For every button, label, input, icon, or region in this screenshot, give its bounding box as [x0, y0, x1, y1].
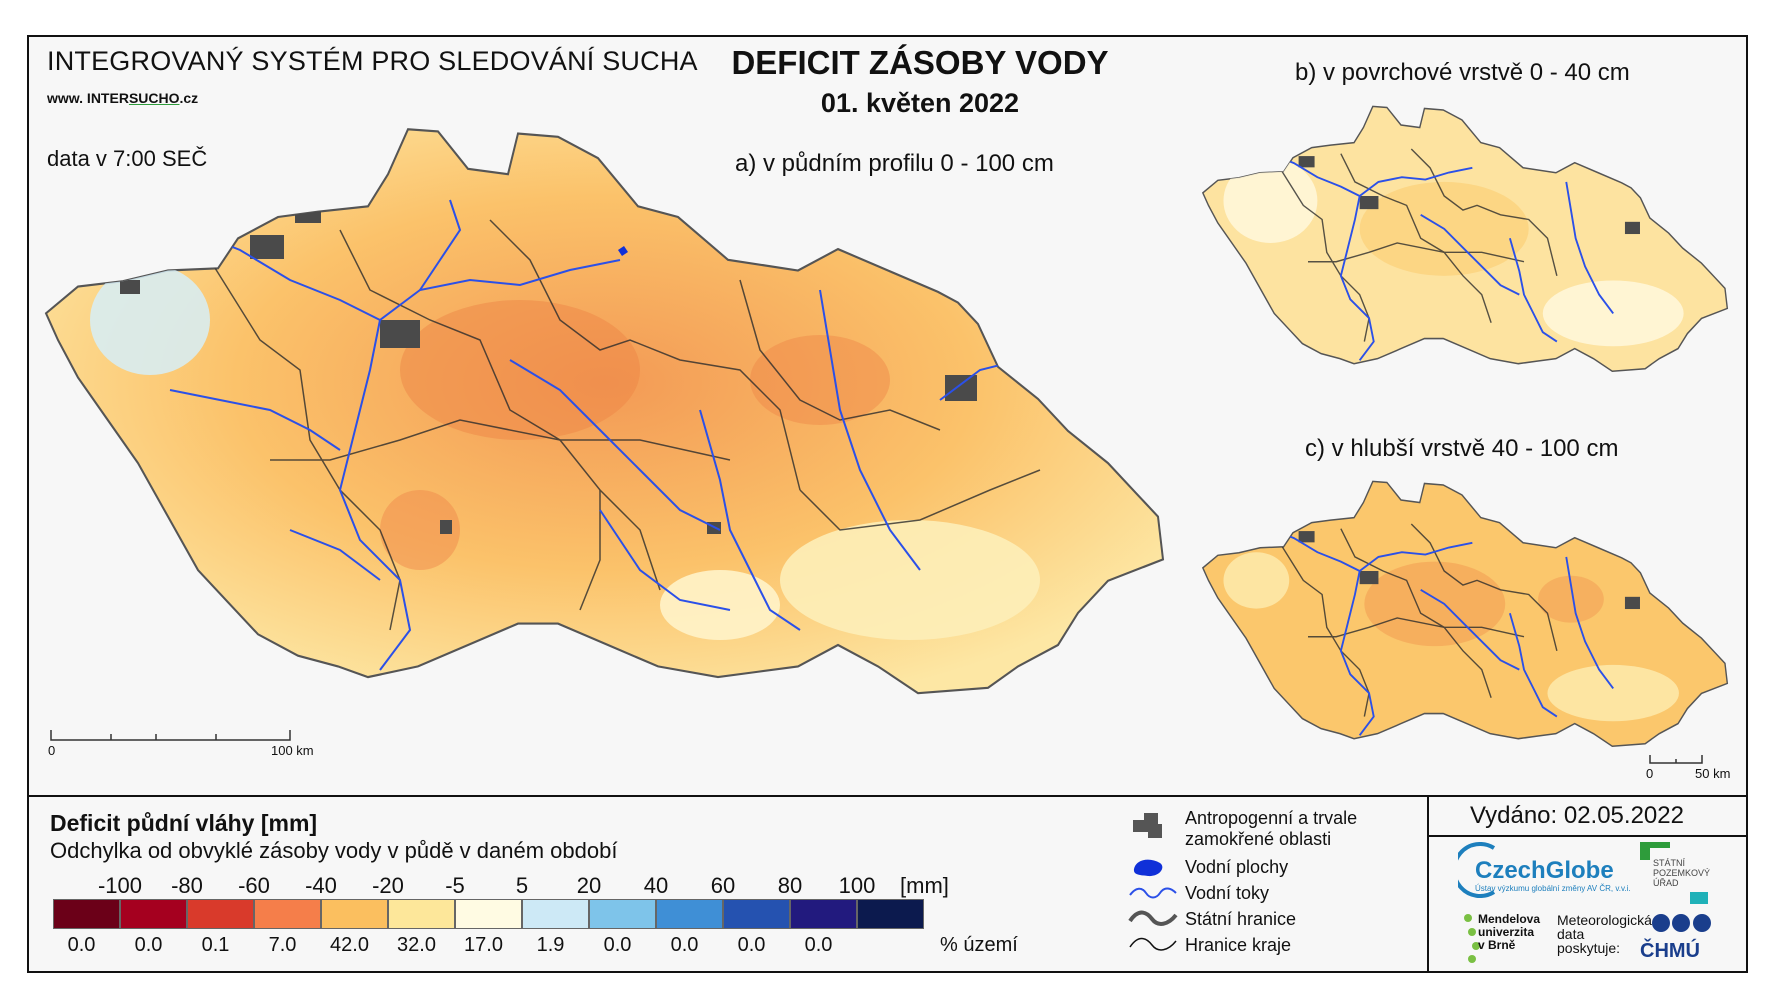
czechglobe-logo: CzechGlobe [1475, 857, 1614, 884]
chmu-logo-icon [1652, 914, 1711, 932]
legend-water-label: Vodní plochy [1185, 857, 1289, 877]
mendelu-logo: Mendelova univerzita v Brně [1478, 912, 1541, 952]
scale-bar-small [1649, 755, 1703, 764]
legend-percent-unit: % území [940, 934, 1018, 956]
map-a-caption: a) v půdním profilu 0 - 100 cm [735, 150, 1054, 177]
legend-percentage: 0.0 [804, 934, 833, 956]
legend-tick-label: -80 [171, 873, 203, 898]
legend-percentage: 42.0 [330, 934, 369, 956]
legend-color-box [53, 899, 120, 929]
legend-tick-label: 40 [643, 873, 669, 898]
legend-color-box [254, 899, 321, 929]
legend-region-border-label: Hranice kraje [1185, 935, 1292, 955]
legend-tick-label: -40 [305, 873, 337, 898]
legend-title: Deficit půdní vláhy [mm] [50, 810, 318, 836]
legend-percentage: 0.0 [603, 934, 632, 956]
map-b-caption: b) v povrchové vrstvě 0 - 40 cm [1295, 59, 1630, 86]
legend-tick-label: 80 [777, 873, 803, 898]
legend-color-box [187, 899, 254, 929]
legend-tick-label: -20 [372, 873, 404, 898]
system-title: INTEGROVANÝ SYSTÉM PRO SLEDOVÁNÍ SUCHA [47, 46, 698, 76]
met-data-label: Meteorologická data poskytuje: [1557, 912, 1652, 956]
legend-rivers-label: Vodní toky [1185, 883, 1270, 903]
issued-date: Vydáno: 02.05.2022 [1470, 802, 1684, 829]
legend-tick-label: -5 [445, 873, 465, 898]
chmu-logo: ČHMÚ [1640, 940, 1700, 962]
legend-tick-label: 100 [838, 873, 876, 898]
website-suffix: .cz [179, 90, 199, 106]
legend-tick-label: -60 [238, 873, 270, 898]
legend-percentage: 7.0 [268, 934, 297, 956]
legend-percentage: 0.0 [670, 934, 699, 956]
spu-logo: STÁTNÍ POZEMKOVÝ ÚŘAD [1653, 858, 1711, 888]
scale-small-start: 0 [1646, 766, 1654, 781]
spu-square-icon [1690, 892, 1708, 904]
legend-subtitle: Odchylka od obvyklé zásoby vody v půdě v… [50, 838, 618, 863]
legend-color-box [857, 899, 924, 929]
main-title: DEFICIT ZÁSOBY VODY [731, 44, 1109, 81]
divider [1427, 835, 1748, 837]
legend-color-box [388, 899, 455, 929]
legend-tick-label: 60 [710, 873, 736, 898]
legend-color-box [321, 899, 388, 929]
scale-main-start: 0 [48, 743, 56, 758]
scale-main-end: 100 km [271, 743, 314, 758]
czechglobe-subtitle: Ústav výzkumu globální změny AV ČR, v.v.… [1475, 884, 1631, 893]
mendelu-dots-icon [1464, 914, 1480, 963]
state-border-icon [1128, 910, 1178, 926]
legend-tick-label: -100 [97, 873, 143, 898]
legend-color-box [790, 899, 857, 929]
data-time: data v 7:00 SEČ [47, 146, 208, 171]
main-date: 01. květen 2022 [820, 88, 1020, 118]
water-body-icon [1133, 859, 1163, 877]
legend-tick-label: 20 [576, 873, 602, 898]
legend-color-box [656, 899, 723, 929]
legend-color-box [589, 899, 656, 929]
urban-area-icon [1133, 813, 1162, 838]
legend-color-box [522, 899, 589, 929]
region-border-icon [1129, 937, 1177, 951]
map-c [1202, 480, 1729, 747]
website-highlight: SUCHO [128, 90, 180, 106]
legend-percentage: 17.0 [464, 934, 503, 956]
river-icon [1129, 887, 1177, 899]
legend-color-box [455, 899, 522, 929]
scale-small-end: 50 km [1695, 766, 1731, 781]
legend-color-box [723, 899, 790, 929]
scale-bar-main [50, 730, 291, 741]
legend-tick-label: 5 [515, 873, 529, 898]
map-a [45, 128, 1164, 695]
legend-urban-label: Antropogenní a trvale zamokřené oblasti [1185, 808, 1358, 849]
legend-state-border-label: Státní hranice [1185, 909, 1297, 929]
map-c-caption: c) v hlubší vrstvě 40 - 100 cm [1305, 435, 1619, 462]
legend-color-box [120, 899, 187, 929]
legend-unit: [mm] [900, 873, 949, 898]
website-prefix: www. INTER [47, 90, 129, 106]
legend-percentage: 32.0 [397, 934, 436, 956]
legend-percentage: 0.1 [201, 934, 230, 956]
map-b [1202, 105, 1729, 372]
legend-percentage: 0.0 [737, 934, 766, 956]
czechglobe-logo-icon [1458, 842, 1496, 898]
legend-percentage: 1.9 [536, 934, 565, 956]
divider [27, 795, 1748, 797]
legend-percentage: 0.0 [67, 934, 96, 956]
legend-percentage: 0.0 [134, 934, 163, 956]
divider [1427, 795, 1429, 973]
spu-logo-icon [1640, 842, 1670, 860]
website-link[interactable]: www. INTERSUCHO.cz [47, 90, 198, 106]
